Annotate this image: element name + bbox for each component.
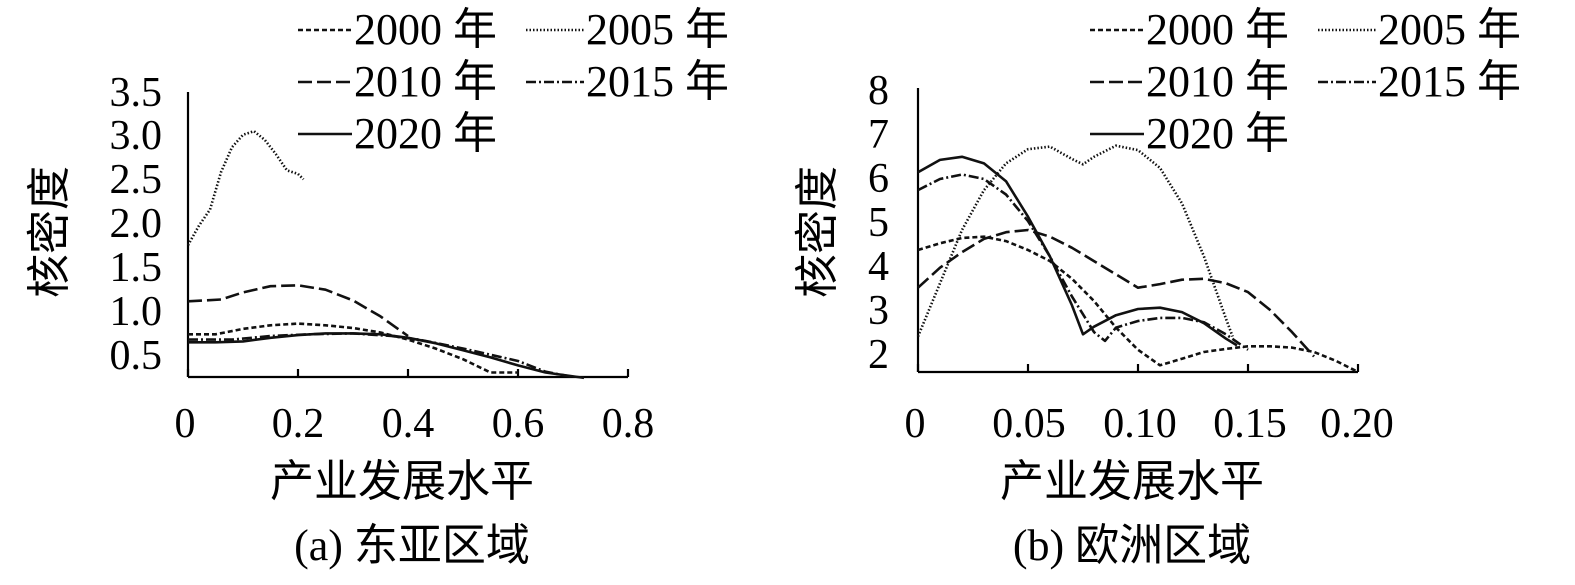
series-line-a-2000 [188, 322, 518, 374]
legend-a-label-2015: 2015 年 [586, 57, 729, 106]
legend-b-label-2020: 2020 年 [1146, 109, 1289, 158]
panel-a: 2000 年 2005 年 2010 年 2015 年 2020 年 3.5 3… [25, 5, 729, 570]
legend-a: 2000 年 2005 年 2010 年 2015 年 2020 年 [298, 5, 729, 158]
legend-b-label-2010: 2010 年 [1146, 57, 1289, 106]
y-tick-a-2.5: 2.5 [110, 157, 163, 203]
x-tick-a-0: 0 [175, 401, 196, 447]
y-axis-label-b: 核密度 [793, 166, 842, 298]
x-axis-label-b: 产业发展水平 [1000, 457, 1264, 506]
y-tick-a-0.5: 0.5 [110, 333, 163, 379]
y-tick-b-5: 5 [868, 200, 889, 246]
series-line-a-2010 [187, 284, 409, 338]
legend-a-label-2005: 2005 年 [586, 5, 729, 54]
series-line-a-2020 [188, 332, 585, 380]
y-tick-b-8: 8 [868, 68, 889, 114]
x-tick-b-0.05: 0.05 [992, 401, 1066, 447]
y-tick-a-2.0: 2.0 [110, 201, 163, 247]
series-line-b-2015 [917, 173, 1249, 351]
x-tick-a-0.8: 0.8 [602, 401, 655, 447]
x-ticks-a: 0 0.2 0.4 0.6 0.8 [175, 369, 655, 447]
series-line-b-2000 [917, 235, 1359, 374]
y-tick-b-6: 6 [868, 156, 889, 202]
series-line-b-2010 [917, 228, 1315, 358]
x-tick-a-0.4: 0.4 [382, 401, 435, 447]
y-tick-a-3.0: 3.0 [110, 113, 163, 159]
x-tick-a-0.2: 0.2 [272, 401, 325, 447]
y-tick-b-7: 7 [868, 112, 889, 158]
series-line-b-2020 [917, 155, 1238, 347]
legend-b: 2000 年 2005 年 2010 年 2015 年 2020 年 [1090, 5, 1521, 158]
x-tick-b-0: 0 [905, 401, 926, 447]
y-axis-label-a: 核密度 [25, 166, 74, 298]
x-tick-b-0.20: 0.20 [1320, 401, 1394, 447]
y-ticks-a: 3.5 3.0 2.5 2.0 1.5 1.0 0.5 [110, 70, 163, 379]
y-tick-a-1.5: 1.5 [110, 245, 163, 291]
panel-b: 2000 年 2005 年 2010 年 2015 年 2020 年 8 7 6… [793, 5, 1521, 570]
series-group-b [916, 144, 1359, 374]
x-axis-label-a: 产业发展水平 [270, 457, 534, 506]
legend-b-label-2000: 2000 年 [1146, 5, 1289, 54]
legend-b-label-2015: 2015 年 [1378, 57, 1521, 106]
series-line-a-2005 [186, 129, 305, 246]
y-tick-b-3: 3 [868, 288, 889, 334]
legend-a-label-2020: 2020 年 [354, 109, 497, 158]
x-ticks-b: 0 0.05 0.10 0.15 0.20 [905, 364, 1394, 447]
x-tick-b-0.10: 0.10 [1103, 401, 1177, 447]
caption-b: (b) 欧洲区域 [1013, 521, 1251, 570]
y-tick-b-2: 2 [868, 332, 889, 378]
y-tick-b-4: 4 [868, 244, 889, 290]
y-tick-a-3.5: 3.5 [110, 70, 163, 116]
series-line-b-2005 [916, 144, 1234, 337]
x-tick-b-0.15: 0.15 [1213, 401, 1287, 447]
legend-b-label-2005: 2005 年 [1378, 5, 1521, 54]
legend-a-label-2010: 2010 年 [354, 57, 497, 106]
y-tick-a-1.0: 1.0 [110, 289, 163, 335]
x-tick-a-0.6: 0.6 [492, 401, 545, 447]
legend-a-label-2000: 2000 年 [354, 5, 497, 54]
y-ticks-b: 8 7 6 5 4 3 2 [868, 68, 889, 378]
series-group-a [186, 129, 585, 380]
caption-a: (a) 东亚区域 [294, 521, 530, 570]
